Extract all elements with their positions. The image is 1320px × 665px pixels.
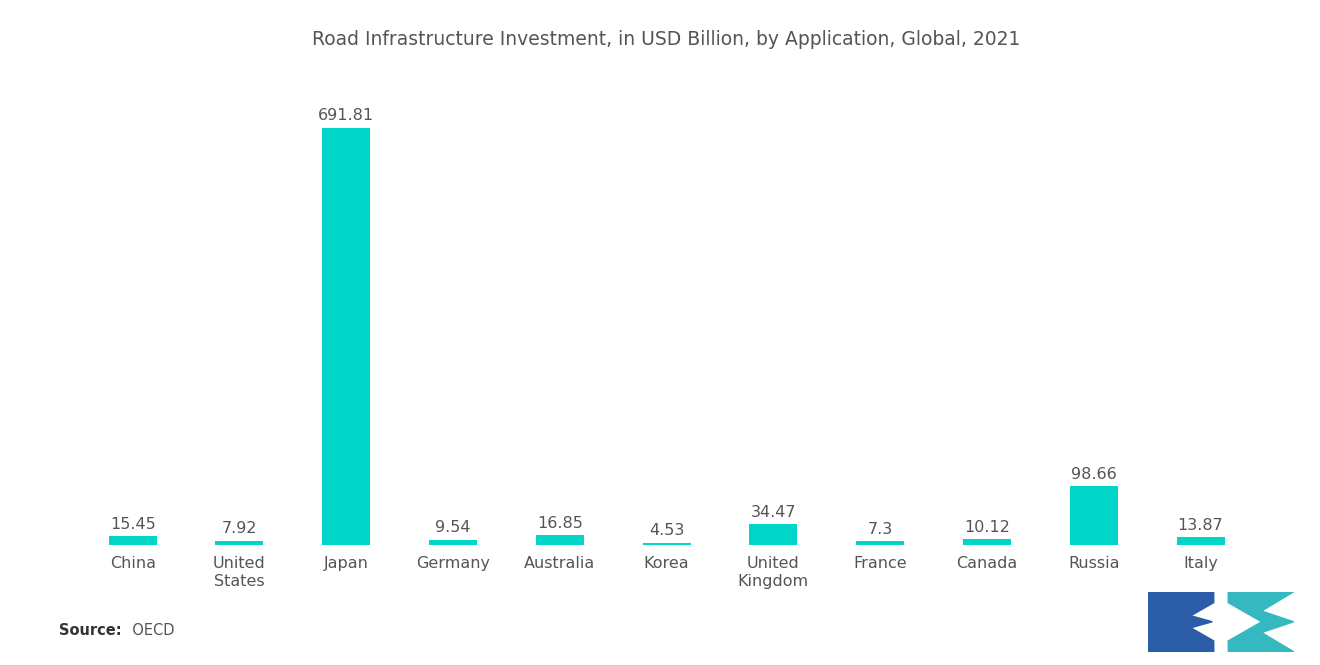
Bar bbox=[964, 539, 1011, 545]
Text: 13.87: 13.87 bbox=[1177, 517, 1224, 533]
Polygon shape bbox=[1228, 592, 1294, 652]
Bar bbox=[1176, 537, 1225, 545]
Bar bbox=[108, 536, 157, 545]
Bar bbox=[215, 541, 264, 545]
Bar bbox=[1069, 485, 1118, 545]
Text: 34.47: 34.47 bbox=[751, 505, 796, 520]
Text: 691.81: 691.81 bbox=[318, 108, 375, 124]
Text: 98.66: 98.66 bbox=[1071, 467, 1117, 481]
Bar bbox=[429, 539, 477, 545]
Text: 4.53: 4.53 bbox=[649, 523, 684, 539]
Bar bbox=[857, 541, 904, 545]
Text: 15.45: 15.45 bbox=[110, 517, 156, 532]
Text: OECD: OECD bbox=[123, 623, 174, 638]
Bar bbox=[750, 525, 797, 545]
Polygon shape bbox=[1148, 592, 1212, 652]
Bar bbox=[643, 543, 690, 545]
Text: 7.3: 7.3 bbox=[867, 521, 892, 537]
Polygon shape bbox=[1148, 592, 1214, 652]
Bar bbox=[322, 128, 370, 545]
Text: 16.85: 16.85 bbox=[537, 516, 582, 531]
Text: 10.12: 10.12 bbox=[964, 520, 1010, 535]
Bar bbox=[536, 535, 583, 545]
Text: 7.92: 7.92 bbox=[222, 521, 257, 536]
Title: Road Infrastructure Investment, in USD Billion, by Application, Global, 2021: Road Infrastructure Investment, in USD B… bbox=[313, 30, 1020, 49]
Text: Source:: Source: bbox=[59, 623, 121, 638]
Text: 9.54: 9.54 bbox=[436, 520, 471, 535]
